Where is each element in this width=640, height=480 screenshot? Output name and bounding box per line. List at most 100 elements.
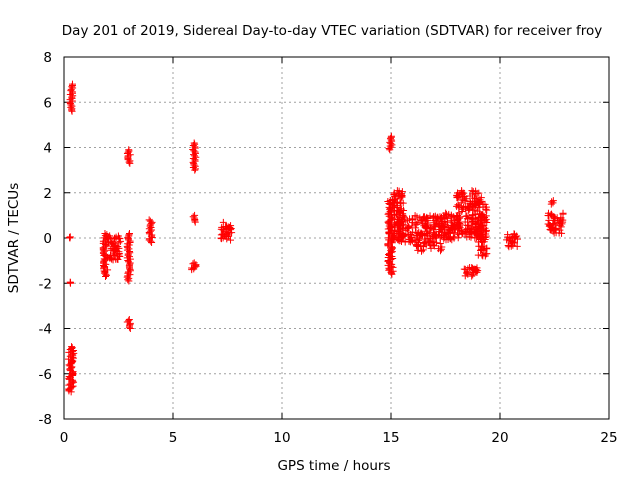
data-point	[464, 268, 472, 276]
tick-labels: 0 5 10 15 20 25 -8 -6 -4 -2 0 2 4 6 8	[39, 50, 618, 446]
y-tick-label: -6	[39, 367, 52, 383]
data-point	[483, 244, 491, 252]
data-point	[408, 216, 416, 224]
data-point	[436, 239, 444, 247]
data-point	[125, 317, 133, 325]
chart-title: Day 201 of 2019, Sidereal Day-to-day VTE…	[62, 23, 602, 39]
data-point	[398, 232, 406, 240]
data-point	[455, 230, 463, 238]
data-point	[477, 217, 485, 225]
x-tick-label: 15	[382, 430, 399, 446]
data-point	[112, 235, 120, 243]
data-point	[445, 233, 453, 241]
data-point	[412, 228, 420, 236]
data-point	[390, 191, 398, 199]
data-point	[404, 230, 412, 238]
data-point	[458, 188, 466, 196]
data-point	[548, 198, 556, 206]
data-point	[224, 231, 232, 239]
data-point	[420, 231, 428, 239]
data-point	[68, 80, 76, 88]
data-point	[558, 220, 566, 228]
y-tick-label: 8	[43, 50, 52, 66]
data-point	[547, 223, 555, 231]
data-point	[453, 194, 461, 202]
data-point	[544, 220, 552, 228]
data-point	[458, 230, 466, 238]
data-point	[217, 225, 225, 233]
data-point	[550, 229, 558, 237]
data-point	[66, 278, 74, 286]
y-tick-label: -8	[39, 412, 52, 428]
data-point	[510, 230, 518, 238]
data-point	[464, 215, 472, 223]
data-points	[64, 80, 567, 396]
data-point	[472, 268, 480, 276]
data-point	[189, 260, 197, 268]
data-point	[413, 213, 421, 221]
data-point	[68, 343, 76, 351]
data-point	[423, 213, 431, 221]
data-point	[556, 226, 564, 234]
data-point	[113, 255, 121, 263]
data-point	[508, 238, 516, 246]
data-point	[478, 231, 486, 239]
data-point	[549, 220, 557, 227]
data-point	[190, 259, 198, 267]
x-tick-label: 10	[273, 430, 290, 446]
data-point	[437, 247, 445, 255]
data-point	[115, 239, 123, 247]
data-point	[431, 234, 439, 242]
data-point	[189, 213, 197, 221]
data-point	[476, 236, 484, 244]
data-point	[460, 192, 468, 200]
x-tick-label: 25	[600, 430, 617, 446]
data-point	[467, 225, 475, 233]
data-point	[457, 199, 465, 207]
data-point	[426, 229, 434, 237]
data-point	[481, 233, 489, 241]
data-point	[557, 223, 565, 231]
data-point	[190, 139, 198, 147]
data-point	[432, 217, 440, 225]
data-point	[384, 240, 392, 248]
data-point	[66, 233, 74, 241]
data-point	[221, 223, 229, 231]
data-point	[467, 233, 475, 241]
data-point	[416, 231, 424, 239]
y-axis-label: SDTVAR / TECUs	[6, 183, 22, 293]
data-point	[468, 264, 476, 272]
data-point	[456, 214, 464, 222]
data-point	[399, 210, 407, 218]
data-point	[401, 218, 409, 226]
data-point	[417, 247, 425, 255]
data-point	[415, 236, 423, 244]
data-point	[422, 223, 430, 231]
data-point	[101, 229, 109, 237]
data-point	[397, 224, 405, 232]
data-point	[115, 250, 123, 258]
data-point	[430, 230, 438, 238]
data-point	[397, 236, 405, 244]
y-tick-label: 2	[43, 186, 52, 202]
data-point	[438, 243, 446, 251]
data-point	[145, 216, 153, 224]
data-point	[125, 229, 133, 237]
data-point	[104, 239, 112, 247]
data-point	[424, 214, 432, 222]
data-point	[463, 228, 471, 236]
data-point	[419, 246, 427, 254]
data-point	[548, 211, 556, 219]
y-tick-label: -4	[39, 322, 52, 338]
data-point	[468, 187, 476, 195]
data-point	[113, 244, 121, 252]
data-point	[448, 224, 456, 232]
data-point	[107, 254, 115, 262]
data-point	[390, 196, 398, 204]
data-point	[549, 197, 557, 205]
data-point	[65, 372, 73, 380]
x-axis-label: GPS time / hours	[277, 458, 390, 474]
data-point	[456, 226, 464, 234]
data-point	[470, 194, 478, 202]
data-point	[433, 214, 441, 222]
